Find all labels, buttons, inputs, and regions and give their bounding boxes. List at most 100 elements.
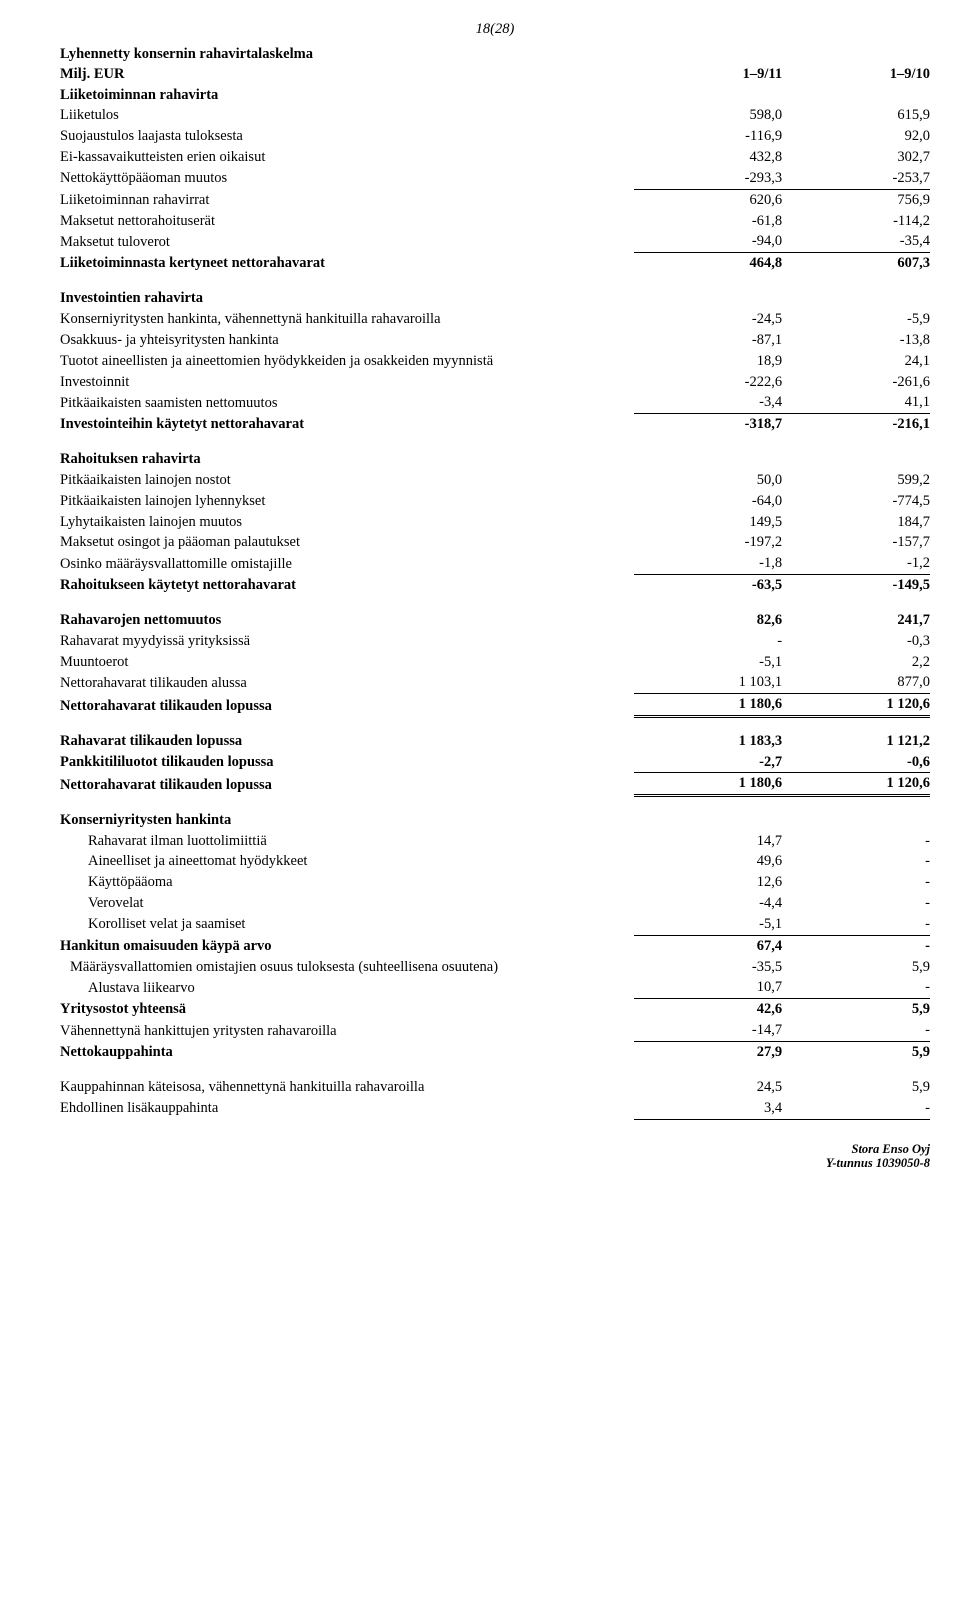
row-value: - (782, 935, 930, 956)
row-value: -61,8 (634, 211, 782, 232)
row-value: -0,6 (782, 752, 930, 773)
row-label: Investointeihin käytetyt nettorahavarat (60, 414, 634, 435)
row-value: -5,1 (634, 914, 782, 935)
row-value: -157,7 (782, 532, 930, 553)
row-value: -63,5 (634, 575, 782, 596)
row-value: 14,7 (634, 831, 782, 852)
row-value: 615,9 (782, 105, 930, 126)
row-label: Investoinnit (60, 372, 634, 393)
row-value: 2,2 (782, 652, 930, 673)
row-value: 464,8 (634, 253, 782, 274)
cashflow-table: Milj. EUR1–9/111–9/10Liiketoiminnan raha… (60, 64, 930, 1120)
row-value: - (782, 851, 930, 872)
row-label: Rahavarojen nettomuutos (60, 610, 634, 631)
row-label: Alustava liikearvo (60, 977, 634, 998)
row-label: Kauppahinnan käteisosa, vähennettynä han… (60, 1077, 634, 1098)
row-value: -94,0 (634, 231, 782, 252)
row-value: 12,6 (634, 872, 782, 893)
row-value: -2,7 (634, 752, 782, 773)
row-value: -149,5 (782, 575, 930, 596)
document-title: Lyhennetty konsernin rahavirtalaskelma (60, 45, 930, 64)
row-value: -293,3 (634, 168, 782, 189)
row-value: - (782, 872, 930, 893)
row-value: 599,2 (782, 470, 930, 491)
row-value: 3,4 (634, 1098, 782, 1119)
row-value: -116,9 (634, 126, 782, 147)
row-value: -114,2 (782, 211, 930, 232)
row-value: -222,6 (634, 372, 782, 393)
row-label: Osakkuus- ja yhteisyritysten hankinta (60, 330, 634, 351)
row-label: Käyttöpääoma (60, 872, 634, 893)
row-label: Verovelat (60, 893, 634, 914)
row-label: Rahavarat myydyissä yrityksissä (60, 631, 634, 652)
row-value: -774,5 (782, 491, 930, 512)
row-value: 67,4 (634, 935, 782, 956)
row-value: 5,9 (782, 1077, 930, 1098)
row-value: -1,2 (782, 553, 930, 574)
row-label: Liiketoiminnan rahavirrat (60, 189, 634, 210)
row-value: 620,6 (634, 189, 782, 210)
row-value: -13,8 (782, 330, 930, 351)
row-value: 1 103,1 (634, 672, 782, 693)
row-label: Nettorahavarat tilikauden lopussa (60, 694, 634, 717)
row-value: 241,7 (782, 610, 930, 631)
row-value: 1 121,2 (782, 731, 930, 752)
row-value: -216,1 (782, 414, 930, 435)
row-value: 877,0 (782, 672, 930, 693)
row-label: Nettokäyttöpääoman muutos (60, 168, 634, 189)
row-label: Ehdollinen lisäkauppahinta (60, 1098, 634, 1119)
row-label: Rahavarat ilman luottolimiittiä (60, 831, 634, 852)
row-label: Hankitun omaisuuden käypä arvo (60, 935, 634, 956)
row-label: Pitkäaikaisten saamisten nettomuutos (60, 392, 634, 413)
row-label: Pankkitililuotot tilikauden lopussa (60, 752, 634, 773)
row-value: 302,7 (782, 147, 930, 168)
header-label: Milj. EUR (60, 64, 634, 85)
row-value: - (782, 1020, 930, 1041)
row-value: 1 183,3 (634, 731, 782, 752)
section-heading: Konserniyritysten hankinta (60, 810, 930, 831)
row-value: 598,0 (634, 105, 782, 126)
row-value: -14,7 (634, 1020, 782, 1041)
row-value: -4,4 (634, 893, 782, 914)
row-value: 432,8 (634, 147, 782, 168)
row-label: Nettorahavarat tilikauden lopussa (60, 773, 634, 796)
row-label: Tuotot aineellisten ja aineettomien hyöd… (60, 351, 634, 372)
row-value: 184,7 (782, 512, 930, 533)
row-value: - (634, 631, 782, 652)
row-value: -24,5 (634, 309, 782, 330)
row-value: - (782, 893, 930, 914)
row-label: Rahavarat tilikauden lopussa (60, 731, 634, 752)
row-value: 607,3 (782, 253, 930, 274)
row-label: Määräysvallattomien omistajien osuus tul… (60, 957, 634, 978)
row-value: 82,6 (634, 610, 782, 631)
section-heading: Rahoituksen rahavirta (60, 449, 930, 470)
row-value: -5,9 (782, 309, 930, 330)
row-value: 5,9 (782, 957, 930, 978)
row-label: Osinko määräysvallattomille omistajille (60, 553, 634, 574)
row-value: 50,0 (634, 470, 782, 491)
row-value: 92,0 (782, 126, 930, 147)
row-value: - (782, 831, 930, 852)
row-label: Maksetut nettorahoituserät (60, 211, 634, 232)
row-value: 10,7 (634, 977, 782, 998)
row-value: 5,9 (782, 999, 930, 1020)
row-value: - (782, 977, 930, 998)
row-value: -261,6 (782, 372, 930, 393)
row-value: 1 180,6 (634, 773, 782, 796)
row-value: 24,1 (782, 351, 930, 372)
header-col: 1–9/11 (634, 64, 782, 85)
row-value: 5,9 (782, 1041, 930, 1062)
row-label: Maksetut tuloverot (60, 231, 634, 252)
row-value: -64,0 (634, 491, 782, 512)
row-value: -35,5 (634, 957, 782, 978)
row-value: 41,1 (782, 392, 930, 413)
row-label: Yritysostot yhteensä (60, 999, 634, 1020)
row-label: Ei-kassavaikutteisten erien oikaisut (60, 147, 634, 168)
row-value: -253,7 (782, 168, 930, 189)
row-value: 42,6 (634, 999, 782, 1020)
row-label: Aineelliset ja aineettomat hyödykkeet (60, 851, 634, 872)
row-label: Maksetut osingot ja pääoman palautukset (60, 532, 634, 553)
footer-id: Y-tunnus 1039050-8 (60, 1156, 930, 1170)
row-label: Nettorahavarat tilikauden alussa (60, 672, 634, 693)
row-value: 27,9 (634, 1041, 782, 1062)
